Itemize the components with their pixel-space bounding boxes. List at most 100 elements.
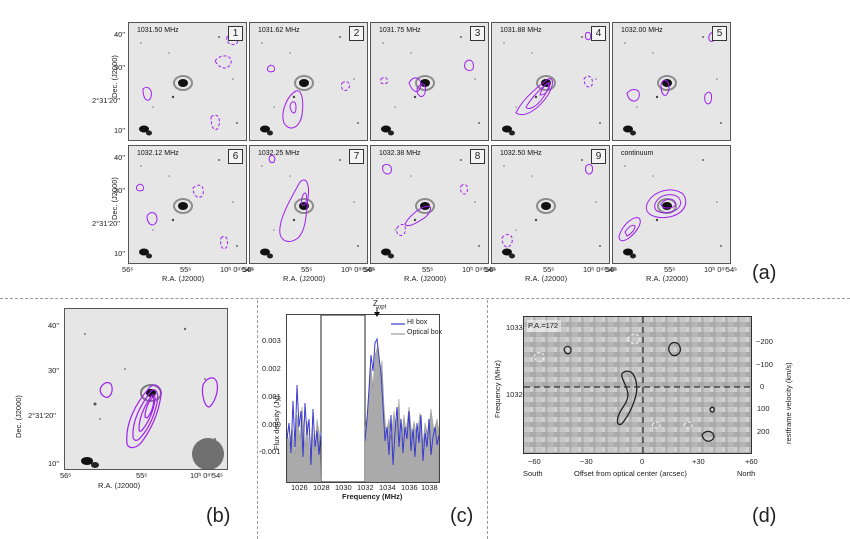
channel-map-panel: continuum [612, 145, 731, 264]
pv-yright-tick-m200: −200 [756, 337, 773, 346]
channel-map-contours [267, 64, 351, 129]
panel-b-ylabel: Dec. (J2000) [14, 395, 23, 438]
dec-tick-label: 2°31'20" [92, 96, 120, 105]
channel-frequency-label: 1031.62 MHz [258, 27, 300, 34]
ra-tick-label: 56ˢ [243, 265, 254, 274]
channel-map-panel: 1032.25 MHz 7 [249, 145, 368, 264]
channel-map-image [260, 155, 359, 259]
pv-negative-contours [533, 334, 693, 429]
pv-xtick-m30: −30 [580, 457, 593, 466]
channel-number-badge: 7 [349, 149, 364, 164]
panel-b-ra-tick-56: 56ˢ [60, 471, 71, 480]
z-opt-sub: opt [377, 304, 387, 311]
pv-yright-tick-0: 0 [760, 382, 765, 391]
ra-tick-label: 56ˢ [364, 265, 375, 274]
pv-contours [563, 341, 715, 442]
panel-c-xtick-1038: 1038 [421, 483, 438, 492]
channel-map-panel: 1031.50 MHz 1 [128, 22, 247, 141]
channel-map-image [623, 32, 722, 136]
panel-b-dec-tick-10: 10" [48, 459, 60, 468]
ra-axis-label: R.A. (J2000) [162, 274, 205, 283]
panel-c-ytick-0: 0.003 [262, 336, 281, 345]
channel-map-panel: 1031.88 MHz 4 [491, 22, 610, 141]
panel-c-legend [391, 323, 405, 335]
channel-map-contours [136, 183, 228, 250]
panel-c-xtick-1032: 1032 [357, 483, 374, 492]
panel-b-contours [99, 377, 218, 449]
channel-frequency-label: continuum [621, 150, 654, 157]
channel-number-badge: 8 [470, 149, 485, 164]
panel-b [64, 308, 228, 470]
channel-frequency-label: 1032.38 MHz [379, 150, 421, 157]
channel-frequency-label: 1032.25 MHz [258, 150, 300, 157]
channel-frequency-label: 1032.12 MHz [137, 150, 179, 157]
channel-map-contours [501, 163, 593, 248]
panel-a-label: (a) [752, 262, 777, 284]
ra-tick-label: 55ˢ [664, 265, 675, 274]
dec-tick-label: 40" [114, 30, 126, 39]
ra-tick-label: 56ˢ [122, 265, 133, 274]
pv-xlabel: Offset from optical center (arcsec) [574, 469, 687, 478]
ra-axis-label: R.A. (J2000) [283, 274, 326, 283]
channel-number-badge: 1 [228, 26, 243, 41]
pv-xtick-p60: +60 [745, 457, 758, 466]
channel-frequency-label: 1031.88 MHz [500, 27, 542, 34]
dec-tick-label: 30" [114, 63, 126, 72]
channel-map-image [380, 36, 480, 136]
ra-tick-label: 55ˢ [180, 265, 191, 274]
pv-yright-tick-100: 100 [757, 404, 770, 413]
ra-axis-label: R.A. (J2000) [404, 274, 447, 283]
panel-b-xlabel: R.A. (J2000) [98, 481, 141, 490]
channel-map-contours [618, 189, 687, 242]
panel-b-dec-tick-40: 40" [48, 321, 60, 330]
channel-map-panel: 1031.75 MHz 3 [370, 22, 489, 141]
panel-a-row2-ylabel: Dec. (J2000) [110, 177, 119, 220]
pv-ylabel-left: Frequency (MHz) [493, 360, 502, 418]
channel-map-panel: 1031.62 MHz 2 [249, 22, 368, 141]
pv-yright-tick-m100: −100 [756, 360, 773, 369]
pv-north-label: North [737, 469, 756, 478]
panel-c-ytick-2: 0.001 [262, 392, 281, 401]
ra-tick-label: 10ʰ 0ᵐ54ˢ [583, 265, 616, 274]
channel-map-panel: 1032.50 MHz 9 [491, 145, 610, 264]
channel-map-contours [268, 155, 309, 242]
channel-frequency-label: 1032.00 MHz [621, 27, 663, 34]
section-divider-right [487, 300, 488, 539]
panel-c-xtick-1028: 1028 [313, 483, 330, 492]
section-divider-left [257, 300, 258, 539]
dec-tick-label: 30" [114, 186, 126, 195]
dec-tick-label: 10" [114, 249, 126, 258]
pv-ylabel-right: restframe velocity (km/s) [784, 362, 793, 444]
channel-map-image [502, 32, 601, 136]
panel-c-xtick-1030: 1030 [335, 483, 352, 492]
panel-c-plot [287, 315, 439, 482]
legend-hi-box-label: HI box [407, 319, 428, 326]
panel-c-ylabel: Flux density (Jy) [272, 395, 281, 450]
panel-a-row1-ylabel: Dec. (J2000) [110, 55, 119, 98]
channel-map-image [139, 34, 239, 136]
panel-c-xtick-1036: 1036 [401, 483, 418, 492]
channel-frequency-label: 1031.75 MHz [379, 27, 421, 34]
dec-tick-label: 2°31'20" [92, 219, 120, 228]
channel-map-contours [626, 32, 716, 105]
channel-number-badge: 5 [712, 26, 727, 41]
ra-tick-label: 10ʰ 0ᵐ54ˢ [341, 265, 374, 274]
panel-b-image [81, 327, 224, 469]
pv-xtick-0: 0 [640, 457, 645, 466]
panel-c-xtick-1034: 1034 [379, 483, 396, 492]
channel-frequency-label: 1032.50 MHz [500, 150, 542, 157]
panel-b-ra-tick-54: 10ʰ 0ᵐ54ˢ [190, 471, 223, 480]
dec-tick-label: 40" [114, 153, 126, 162]
channel-map-image [260, 36, 359, 136]
channel-map-image [501, 159, 601, 259]
hi-box-spectrum [287, 384, 322, 466]
panel-c [286, 314, 440, 483]
section-divider [0, 298, 850, 299]
channel-map-image [136, 159, 238, 259]
panel-d [523, 316, 752, 454]
ra-tick-label: 56ˢ [485, 265, 496, 274]
ra-tick-label: 10ʰ 0ᵐ54ˢ [220, 265, 253, 274]
legend-optical-box-label: Optical box [407, 329, 443, 336]
panel-b-dec-tick-30: 30" [48, 366, 60, 375]
panel-c-ytick-3: 0.000 [262, 420, 281, 429]
